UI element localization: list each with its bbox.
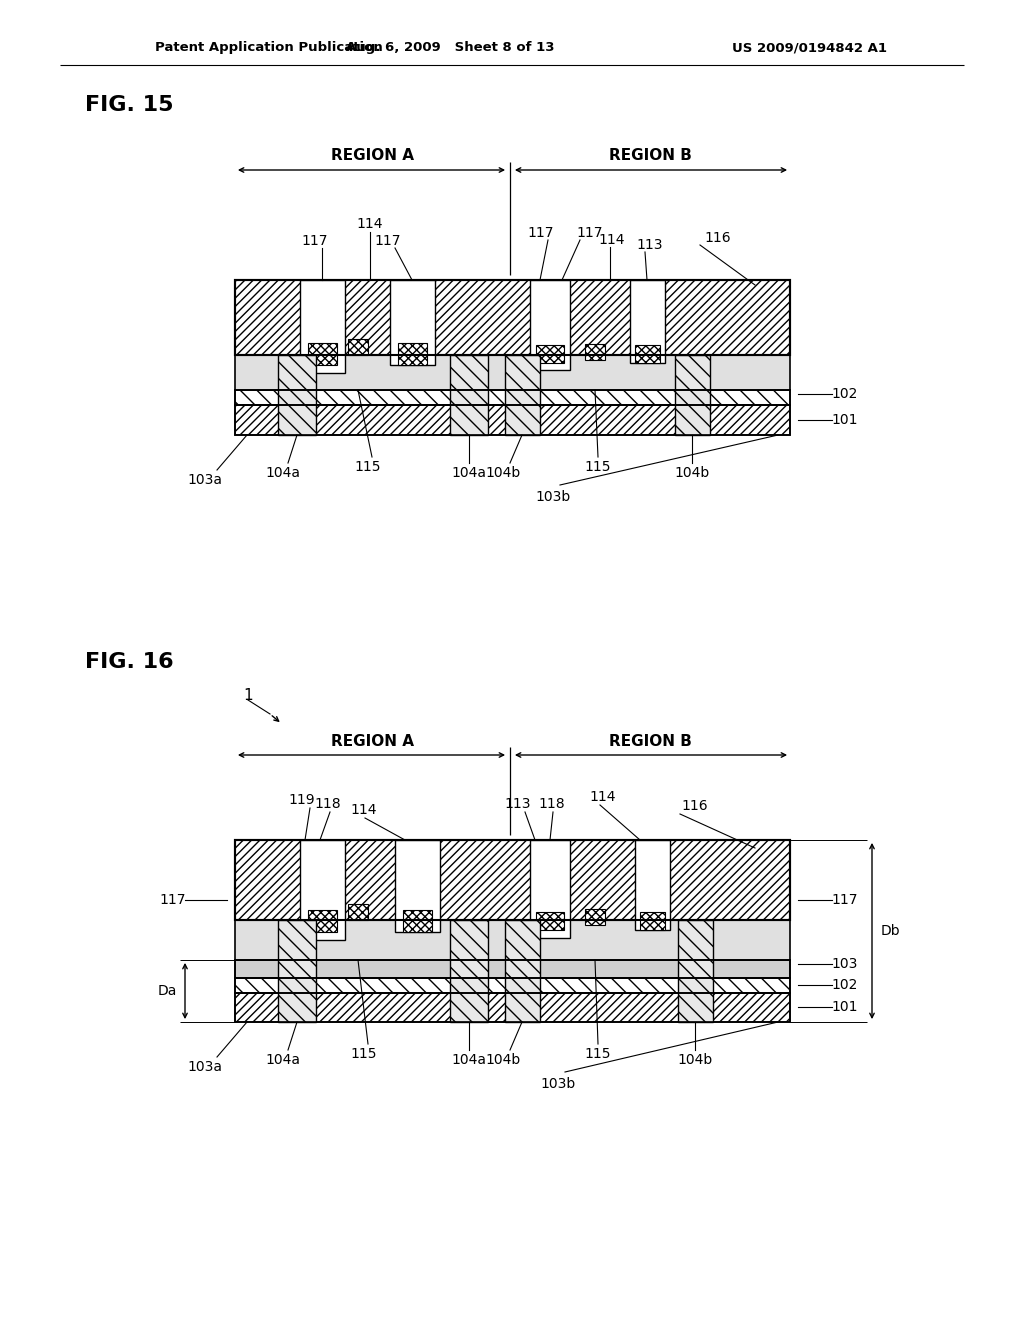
Text: 104a: 104a: [452, 1053, 486, 1067]
Text: 117: 117: [160, 894, 186, 907]
Text: Aug. 6, 2009   Sheet 8 of 13: Aug. 6, 2009 Sheet 8 of 13: [346, 41, 554, 54]
Bar: [640, 912, 665, 931]
Bar: [308, 909, 337, 932]
Text: 102: 102: [831, 978, 858, 993]
Bar: [390, 280, 435, 366]
Text: 114: 114: [590, 789, 616, 804]
Text: 116: 116: [705, 231, 731, 246]
Text: 104b: 104b: [677, 1053, 713, 1067]
Bar: [398, 343, 427, 366]
Text: 118: 118: [539, 797, 565, 810]
Bar: [300, 280, 345, 374]
Text: 104a: 104a: [265, 466, 300, 480]
Text: 115: 115: [354, 459, 381, 474]
Bar: [234, 978, 790, 993]
Text: 117: 117: [831, 894, 858, 907]
Bar: [450, 920, 488, 1022]
Text: 118: 118: [314, 797, 341, 810]
Bar: [234, 389, 790, 405]
Bar: [234, 405, 790, 436]
Bar: [348, 339, 368, 355]
Text: 114: 114: [356, 216, 383, 231]
Bar: [536, 345, 564, 363]
Text: 115: 115: [351, 1047, 377, 1061]
Bar: [635, 840, 670, 931]
Text: 113: 113: [637, 238, 664, 252]
Bar: [234, 840, 790, 920]
Text: 115: 115: [585, 1047, 611, 1061]
Text: 117: 117: [577, 226, 603, 240]
Text: Da: Da: [158, 983, 177, 998]
Text: 115: 115: [585, 459, 611, 474]
Text: 103a: 103a: [187, 473, 222, 487]
Text: Db: Db: [881, 924, 900, 939]
Bar: [505, 920, 540, 1022]
Bar: [234, 960, 790, 978]
Bar: [234, 355, 790, 389]
Bar: [675, 355, 710, 436]
Text: 116: 116: [682, 799, 709, 813]
Text: 119: 119: [289, 793, 315, 807]
Bar: [450, 355, 488, 436]
Text: 104a: 104a: [452, 466, 486, 480]
Bar: [278, 355, 316, 436]
Bar: [234, 920, 790, 960]
Bar: [234, 355, 790, 389]
Bar: [234, 405, 790, 436]
Bar: [234, 993, 790, 1022]
Bar: [635, 345, 660, 363]
Bar: [234, 840, 790, 920]
Bar: [234, 978, 790, 993]
Bar: [234, 280, 790, 355]
Bar: [585, 909, 605, 925]
Bar: [300, 840, 345, 940]
Bar: [234, 993, 790, 1022]
Bar: [505, 355, 540, 436]
Text: REGION A: REGION A: [331, 734, 414, 748]
Text: 117: 117: [375, 234, 401, 248]
Bar: [395, 840, 440, 932]
Text: 114: 114: [351, 803, 377, 817]
Bar: [530, 280, 570, 370]
Bar: [234, 960, 790, 978]
Text: 104b: 104b: [675, 466, 710, 480]
Bar: [234, 280, 790, 355]
Bar: [536, 912, 564, 931]
Bar: [278, 920, 316, 1022]
Text: FIG. 16: FIG. 16: [85, 652, 174, 672]
Text: 101: 101: [831, 1001, 858, 1014]
Text: REGION B: REGION B: [608, 734, 691, 748]
Text: 104b: 104b: [485, 466, 520, 480]
Bar: [630, 280, 665, 363]
Text: 104a: 104a: [265, 1053, 300, 1067]
Text: 103b: 103b: [541, 1077, 575, 1092]
Bar: [678, 920, 713, 1022]
Text: 103a: 103a: [187, 1060, 222, 1074]
Bar: [585, 345, 605, 360]
Text: 101: 101: [831, 413, 858, 426]
Bar: [234, 389, 790, 405]
Text: 117: 117: [527, 226, 554, 240]
Text: Patent Application Publication: Patent Application Publication: [155, 41, 383, 54]
Text: REGION B: REGION B: [608, 149, 691, 164]
Text: 114: 114: [599, 234, 626, 247]
Text: 102: 102: [831, 387, 858, 401]
Text: 117: 117: [302, 234, 329, 248]
Bar: [348, 904, 368, 920]
Bar: [234, 920, 790, 960]
Text: FIG. 15: FIG. 15: [85, 95, 173, 115]
Text: REGION A: REGION A: [331, 149, 414, 164]
Bar: [403, 909, 432, 932]
Text: US 2009/0194842 A1: US 2009/0194842 A1: [732, 41, 888, 54]
Text: 113: 113: [505, 797, 531, 810]
Text: 103b: 103b: [536, 490, 570, 504]
Bar: [530, 840, 570, 939]
Bar: [308, 343, 337, 366]
Text: 104b: 104b: [485, 1053, 520, 1067]
Text: 1: 1: [243, 689, 253, 704]
Text: 103: 103: [831, 957, 858, 972]
